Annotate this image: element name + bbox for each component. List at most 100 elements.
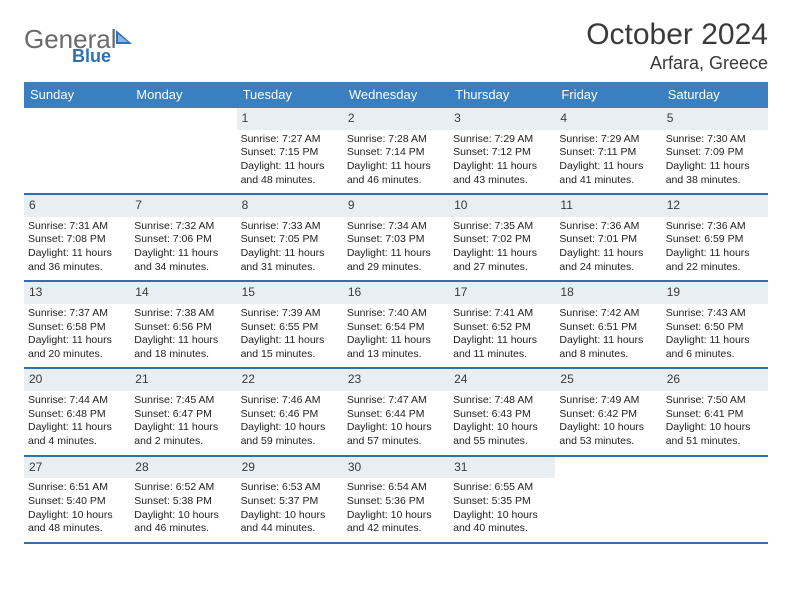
sunrise-line: Sunrise: 7:33 AM — [241, 220, 339, 234]
sunset-line: Sunset: 7:11 PM — [559, 146, 657, 160]
calendar-day: 6Sunrise: 7:31 AMSunset: 7:08 PMDaylight… — [24, 195, 130, 280]
calendar-day: 7Sunrise: 7:32 AMSunset: 7:06 PMDaylight… — [130, 195, 236, 280]
sunrise-line: Sunrise: 7:34 AM — [347, 220, 445, 234]
sunrise-line: Sunrise: 7:39 AM — [241, 307, 339, 321]
sunrise-line: Sunrise: 6:54 AM — [347, 481, 445, 495]
logo-icon: General Blue — [24, 24, 134, 69]
sunrise-line: Sunrise: 6:55 AM — [453, 481, 551, 495]
day-number: 4 — [555, 108, 661, 130]
sunrise-line: Sunrise: 7:36 AM — [666, 220, 764, 234]
daylight-line: Daylight: 11 hours and 13 minutes. — [347, 334, 445, 361]
sunrise-line: Sunrise: 7:50 AM — [666, 394, 764, 408]
daylight-line: Daylight: 11 hours and 22 minutes. — [666, 247, 764, 274]
calendar-week: 6Sunrise: 7:31 AMSunset: 7:08 PMDaylight… — [24, 195, 768, 282]
sunrise-line: Sunrise: 6:52 AM — [134, 481, 232, 495]
day-number: 12 — [662, 195, 768, 217]
sunrise-line: Sunrise: 7:29 AM — [453, 133, 551, 147]
daylight-line: Daylight: 10 hours and 42 minutes. — [347, 509, 445, 536]
day-number: 1 — [237, 108, 343, 130]
calendar-day: 25Sunrise: 7:49 AMSunset: 6:42 PMDayligh… — [555, 369, 661, 454]
sunrise-line: Sunrise: 7:45 AM — [134, 394, 232, 408]
day-number: 26 — [662, 369, 768, 391]
daylight-line: Daylight: 11 hours and 18 minutes. — [134, 334, 232, 361]
day-number: 7 — [130, 195, 236, 217]
sunset-line: Sunset: 6:46 PM — [241, 408, 339, 422]
sunrise-line: Sunrise: 7:28 AM — [347, 133, 445, 147]
calendar-day: 10Sunrise: 7:35 AMSunset: 7:02 PMDayligh… — [449, 195, 555, 280]
daylight-line: Daylight: 11 hours and 20 minutes. — [28, 334, 126, 361]
sunset-line: Sunset: 7:09 PM — [666, 146, 764, 160]
calendar-day: 31Sunrise: 6:55 AMSunset: 5:35 PMDayligh… — [449, 457, 555, 542]
day-number: 29 — [237, 457, 343, 479]
sunrise-line: Sunrise: 7:40 AM — [347, 307, 445, 321]
title-block: October 2024 Arfara, Greece — [586, 18, 768, 74]
daylight-line: Daylight: 10 hours and 40 minutes. — [453, 509, 551, 536]
sunrise-line: Sunrise: 7:29 AM — [559, 133, 657, 147]
sunset-line: Sunset: 6:56 PM — [134, 321, 232, 335]
day-number: 15 — [237, 282, 343, 304]
sunset-line: Sunset: 7:01 PM — [559, 233, 657, 247]
daylight-line: Daylight: 11 hours and 46 minutes. — [347, 160, 445, 187]
calendar: SundayMondayTuesdayWednesdayThursdayFrid… — [24, 82, 768, 544]
daylight-line: Daylight: 11 hours and 24 minutes. — [559, 247, 657, 274]
day-number: 14 — [130, 282, 236, 304]
day-number: 8 — [237, 195, 343, 217]
logo-text-blue: Blue — [72, 46, 111, 64]
sunrise-line: Sunrise: 7:32 AM — [134, 220, 232, 234]
daylight-line: Daylight: 10 hours and 46 minutes. — [134, 509, 232, 536]
weekday-header: Monday — [130, 82, 236, 108]
day-number: 24 — [449, 369, 555, 391]
day-number: 25 — [555, 369, 661, 391]
daylight-line: Daylight: 10 hours and 44 minutes. — [241, 509, 339, 536]
calendar-week: 1Sunrise: 7:27 AMSunset: 7:15 PMDaylight… — [24, 108, 768, 195]
calendar-week: 13Sunrise: 7:37 AMSunset: 6:58 PMDayligh… — [24, 282, 768, 369]
sunset-line: Sunset: 6:43 PM — [453, 408, 551, 422]
sunset-line: Sunset: 7:08 PM — [28, 233, 126, 247]
day-number: 3 — [449, 108, 555, 130]
sunrise-line: Sunrise: 7:48 AM — [453, 394, 551, 408]
sunset-line: Sunset: 5:36 PM — [347, 495, 445, 509]
calendar-day: 17Sunrise: 7:41 AMSunset: 6:52 PMDayligh… — [449, 282, 555, 367]
calendar-week: 20Sunrise: 7:44 AMSunset: 6:48 PMDayligh… — [24, 369, 768, 456]
sunrise-line: Sunrise: 6:51 AM — [28, 481, 126, 495]
calendar-day — [555, 457, 661, 542]
calendar-day: 26Sunrise: 7:50 AMSunset: 6:41 PMDayligh… — [662, 369, 768, 454]
sunset-line: Sunset: 7:05 PM — [241, 233, 339, 247]
day-number: 18 — [555, 282, 661, 304]
day-number: 6 — [24, 195, 130, 217]
sunset-line: Sunset: 5:38 PM — [134, 495, 232, 509]
sunset-line: Sunset: 5:40 PM — [28, 495, 126, 509]
weekday-header: Sunday — [24, 82, 130, 108]
calendar-day: 18Sunrise: 7:42 AMSunset: 6:51 PMDayligh… — [555, 282, 661, 367]
daylight-line: Daylight: 11 hours and 11 minutes. — [453, 334, 551, 361]
daylight-line: Daylight: 11 hours and 6 minutes. — [666, 334, 764, 361]
daylight-line: Daylight: 10 hours and 51 minutes. — [666, 421, 764, 448]
daylight-line: Daylight: 11 hours and 27 minutes. — [453, 247, 551, 274]
sunrise-line: Sunrise: 7:36 AM — [559, 220, 657, 234]
weekday-header: Wednesday — [343, 82, 449, 108]
calendar-day — [130, 108, 236, 193]
daylight-line: Daylight: 11 hours and 43 minutes. — [453, 160, 551, 187]
day-number: 19 — [662, 282, 768, 304]
daylight-line: Daylight: 10 hours and 53 minutes. — [559, 421, 657, 448]
calendar-day: 14Sunrise: 7:38 AMSunset: 6:56 PMDayligh… — [130, 282, 236, 367]
day-number: 13 — [24, 282, 130, 304]
sunset-line: Sunset: 5:35 PM — [453, 495, 551, 509]
calendar-day: 8Sunrise: 7:33 AMSunset: 7:05 PMDaylight… — [237, 195, 343, 280]
calendar-day — [662, 457, 768, 542]
calendar-day: 30Sunrise: 6:54 AMSunset: 5:36 PMDayligh… — [343, 457, 449, 542]
sunrise-line: Sunrise: 7:37 AM — [28, 307, 126, 321]
calendar-day: 16Sunrise: 7:40 AMSunset: 6:54 PMDayligh… — [343, 282, 449, 367]
daylight-line: Daylight: 11 hours and 36 minutes. — [28, 247, 126, 274]
calendar-weeks: 1Sunrise: 7:27 AMSunset: 7:15 PMDaylight… — [24, 108, 768, 544]
sunset-line: Sunset: 6:52 PM — [453, 321, 551, 335]
day-number: 11 — [555, 195, 661, 217]
daylight-line: Daylight: 11 hours and 41 minutes. — [559, 160, 657, 187]
sunset-line: Sunset: 7:12 PM — [453, 146, 551, 160]
sunset-line: Sunset: 6:50 PM — [666, 321, 764, 335]
calendar-day: 23Sunrise: 7:47 AMSunset: 6:44 PMDayligh… — [343, 369, 449, 454]
sunset-line: Sunset: 7:14 PM — [347, 146, 445, 160]
location: Arfara, Greece — [586, 53, 768, 74]
calendar-day: 19Sunrise: 7:43 AMSunset: 6:50 PMDayligh… — [662, 282, 768, 367]
sunset-line: Sunset: 7:02 PM — [453, 233, 551, 247]
